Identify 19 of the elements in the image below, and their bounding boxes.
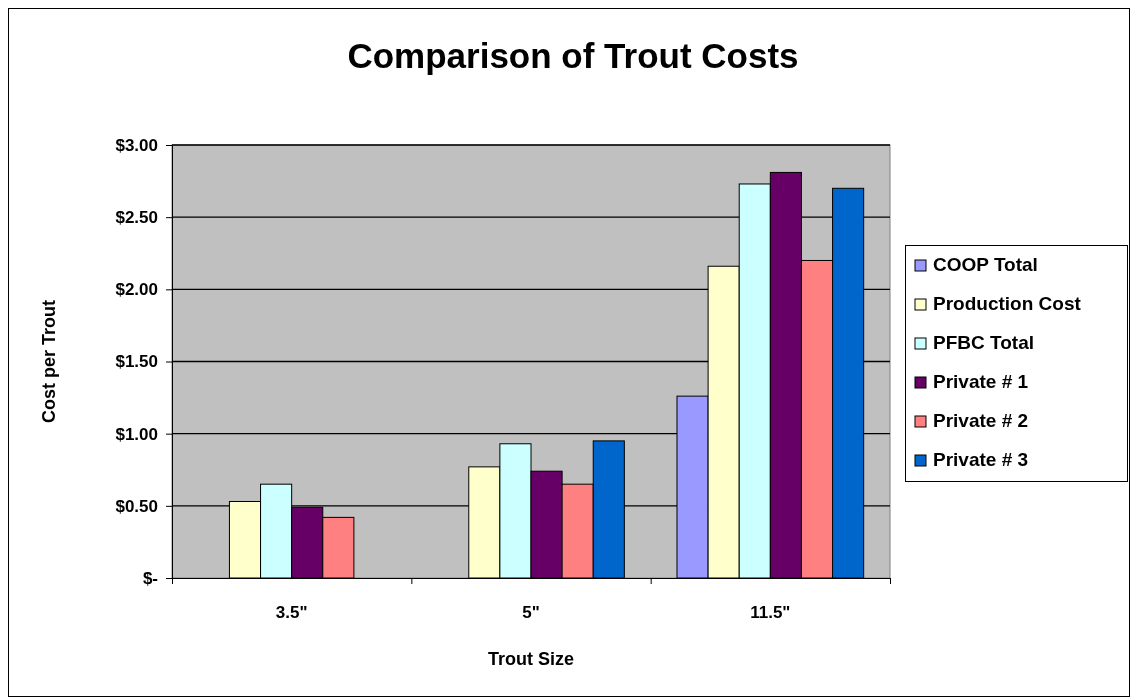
x-tick-label: 3.5" [275, 603, 308, 622]
x-tick-label: 5" [522, 603, 540, 622]
x-axis-title: Trout Size [487, 649, 575, 669]
y-tick-label: $- [142, 568, 158, 588]
chart-title: Comparison of Trout Costs [347, 36, 799, 75]
y-tick-label: $0.50 [115, 496, 158, 516]
legend-label: Private # 2 [933, 410, 1029, 431]
legend-label: COOP Total [933, 254, 1038, 275]
y-tick-label: $1.50 [115, 352, 158, 372]
legend-label: Private # 3 [933, 449, 1029, 470]
x-tick-label: 11.5" [750, 603, 791, 622]
y-tick-label: $2.50 [115, 208, 158, 228]
legend-label: Production Cost [933, 293, 1082, 314]
y-tick-label: $2.00 [115, 280, 158, 300]
y-tick-label: $3.00 [115, 135, 158, 155]
legend-label: PFBC Total [933, 332, 1034, 353]
legend-label: Private # 1 [933, 371, 1029, 392]
y-tick-label: $1.00 [115, 424, 158, 444]
y-axis-title: Cost per Trout [39, 299, 59, 424]
